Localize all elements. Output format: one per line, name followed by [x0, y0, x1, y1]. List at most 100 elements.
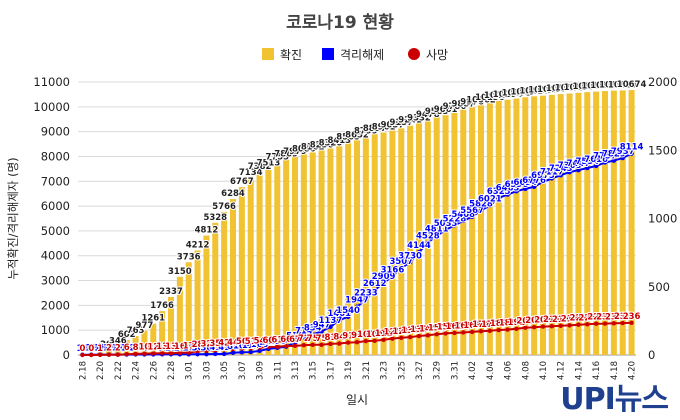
point-deaths — [80, 352, 85, 358]
x-tick-label: 4.08 — [521, 361, 531, 380]
point-released — [204, 352, 209, 357]
point-released — [443, 227, 448, 233]
bar-confirmed — [362, 136, 369, 355]
data-label-deaths: 6 — [124, 343, 130, 353]
chart-title: 코로나19 현황 — [286, 13, 394, 33]
data-label-released: 1401 — [327, 309, 351, 319]
x-tick-label: 3.27 — [415, 361, 425, 380]
data-label-confirmed: 9887 — [451, 100, 475, 110]
data-label-deaths: 67 — [289, 335, 301, 345]
left-tick-label: 2000 — [41, 298, 70, 312]
data-label-deaths: 60 — [263, 336, 275, 346]
data-label-released: 118 — [242, 341, 260, 351]
left-tick-label: 8000 — [41, 149, 70, 163]
right-tick-label: 500 — [648, 280, 670, 294]
data-label-deaths: 111 — [375, 329, 393, 339]
bar-confirmed — [628, 90, 635, 355]
x-tick-label: 4.04 — [486, 361, 496, 380]
data-label-released: 7243 — [549, 164, 573, 174]
point-deaths — [576, 322, 581, 327]
data-label-released: 41 — [218, 343, 230, 353]
data-label-confirmed: 7134 — [239, 168, 263, 178]
point-released — [354, 304, 360, 309]
point-released — [292, 340, 298, 345]
bar-confirmed — [575, 92, 582, 355]
data-label-deaths: 102 — [357, 330, 375, 340]
x-tick-label: 2.20 — [96, 361, 106, 380]
data-label-released: 6463 — [496, 184, 520, 194]
point-deaths — [257, 345, 262, 350]
x-tick-label: 2.18 — [78, 361, 88, 380]
x-tick-label: 3.23 — [380, 361, 390, 380]
data-label-confirmed: 10635 — [590, 81, 620, 91]
bar-confirmed — [610, 90, 617, 355]
data-label-released: 6973 — [531, 171, 555, 181]
right-tick-label: 1500 — [648, 143, 677, 157]
data-label-deaths: 183 — [490, 319, 508, 329]
x-tick-label: 3.03 — [202, 361, 212, 380]
data-label-confirmed: 9478 — [416, 110, 440, 120]
bar-confirmed — [265, 168, 272, 355]
x-tick-label: 3.15 — [309, 361, 319, 380]
point-deaths — [89, 352, 94, 358]
data-label-deaths: 162 — [446, 322, 464, 332]
bar-confirmed — [229, 199, 237, 355]
left-tick-label: 7000 — [41, 174, 70, 188]
bar-confirmed — [539, 95, 547, 356]
data-label-deaths: 35 — [209, 339, 221, 349]
left-tick-label: 10000 — [33, 100, 70, 114]
data-label-confirmed: 4212 — [186, 240, 210, 250]
data-label-deaths: 51 — [245, 337, 257, 347]
point-deaths — [540, 324, 546, 329]
bar-confirmed — [442, 115, 449, 356]
data-label-deaths: 236 — [623, 312, 641, 322]
point-released — [381, 280, 386, 286]
left-tick-label: 11000 — [33, 75, 70, 89]
point-released — [469, 214, 475, 220]
point-deaths — [319, 342, 324, 347]
data-label-deaths: 91 — [342, 332, 354, 342]
x-tick-label: 3.05 — [220, 361, 230, 380]
data-label-confirmed: 204 — [100, 340, 118, 350]
data-label-deaths: 10 — [139, 343, 151, 353]
data-label-confirmed: 7869 — [274, 150, 298, 160]
point-deaths — [585, 322, 590, 327]
point-deaths — [301, 342, 307, 348]
data-label-released: 333 — [277, 336, 295, 346]
data-label-released: 7616 — [584, 155, 608, 165]
data-label-deaths: 165 — [454, 321, 472, 331]
data-label-released: 834 — [304, 323, 322, 333]
point-released — [478, 208, 484, 213]
data-label-confirmed: 8086 — [292, 144, 316, 154]
point-deaths — [469, 329, 475, 335]
data-label-confirmed: 8897 — [363, 124, 387, 134]
bar-confirmed — [451, 112, 458, 355]
data-label-released: 26 — [156, 343, 168, 353]
data-label-deaths: 232 — [605, 312, 623, 322]
data-label-released: 3730 — [398, 251, 422, 261]
point-released — [487, 203, 493, 208]
x-tick-label: 4.16 — [592, 361, 602, 380]
point-deaths — [248, 345, 253, 351]
point-released — [593, 163, 599, 169]
x-tick-label: 3.21 — [362, 361, 372, 380]
data-label-released: 108 — [233, 341, 251, 351]
x-tick-label: 2.22 — [114, 361, 124, 380]
point-released — [390, 274, 395, 279]
point-deaths — [602, 321, 608, 326]
legend-marker-1 — [322, 48, 334, 60]
point-released — [585, 165, 590, 171]
data-label-released: 7937 — [611, 147, 635, 157]
data-label-released: 5408 — [451, 210, 475, 220]
point-released — [301, 335, 307, 340]
data-label-deaths: 2 — [115, 344, 121, 354]
x-tick-label: 3.07 — [238, 361, 248, 380]
data-label-deaths: 214 — [552, 315, 570, 325]
point-deaths — [620, 320, 625, 326]
data-label-deaths: 144 — [419, 324, 437, 334]
bar-confirmed — [415, 123, 423, 355]
x-tick-label: 4.20 — [628, 361, 638, 380]
bar-confirmed — [504, 99, 511, 355]
data-label-released: 6325 — [487, 187, 511, 197]
